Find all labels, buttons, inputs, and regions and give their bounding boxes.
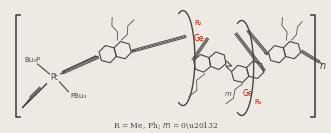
Text: R = Me, Ph; $\mathit{m}$ = 0\u20132: R = Me, Ph; $\mathit{m}$ = 0\u20132: [113, 120, 218, 131]
Text: R₂: R₂: [194, 20, 202, 26]
Text: Bu₃P: Bu₃P: [24, 57, 41, 63]
Text: R₂: R₂: [255, 99, 262, 105]
Text: $m$: $m$: [224, 90, 233, 98]
Text: Pt: Pt: [51, 73, 58, 82]
Text: Ge: Ge: [243, 89, 253, 98]
Text: PBu₃: PBu₃: [71, 93, 86, 99]
Text: $n$: $n$: [319, 61, 327, 71]
Text: Ge: Ge: [194, 34, 204, 43]
